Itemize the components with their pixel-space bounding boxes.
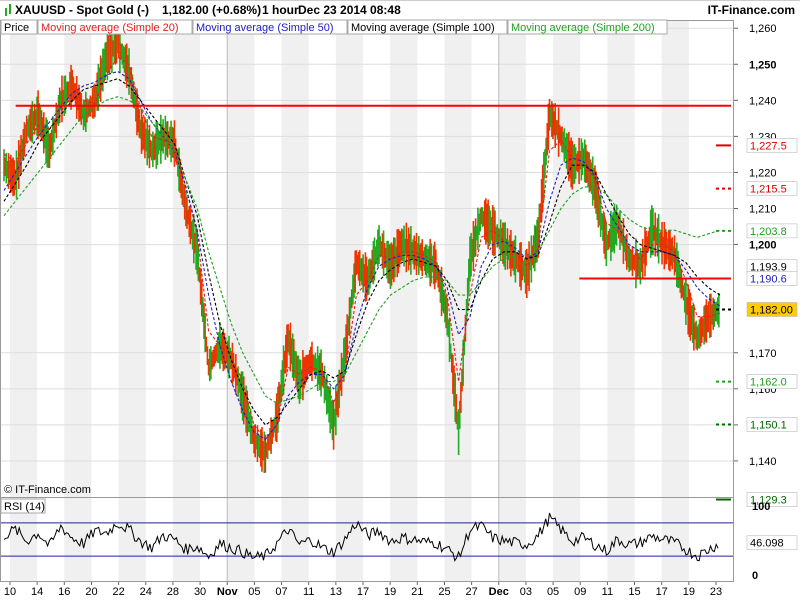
legend-item[interactable] [347,19,508,35]
price-label-box [746,138,798,153]
x-tick-label: 16 [58,586,70,598]
rsi-line [3,512,719,562]
rsi-label: RSI (14) [4,501,45,513]
down-indicator-icon [9,4,11,14]
price-label: 1,203.8 [750,226,787,238]
brand[interactable]: IT-Finance.com [708,3,795,17]
x-tick-label: 27 [465,586,477,598]
x-tick-label: 11 [303,586,314,598]
legend-item[interactable] [37,19,193,35]
moving-average-line [3,78,721,426]
legend-item[interactable] [192,19,348,35]
y-tick-label: 1,240 [749,95,777,107]
x-tick-label: Nov [217,586,239,598]
y-tick-label: 1,170 [749,348,777,360]
rsi-tick-label: 0 [752,570,758,582]
x-tick-label: 10 [4,586,16,598]
y-tick-label: 1,250 [749,59,777,71]
price-label-box [746,181,798,196]
x-tick-label: 11 [602,586,613,598]
x-tick-label: 22 [112,586,124,598]
y-tick-label: 1,200 [749,240,777,252]
price-label-box [746,417,798,432]
price-label-box [746,492,798,507]
price-label: 1,190.6 [750,273,787,285]
x-tick-label: Dec [489,586,509,598]
x-tick-label: 15 [628,586,640,598]
price-label-box [746,302,798,317]
x-tick-label: 30 [194,586,206,598]
symbol-title: XAUUSD - Spot Gold (-) [15,3,149,17]
rsi-last-value: 46.098 [750,538,784,550]
x-tick-label: 03 [520,586,532,598]
legend-label: Moving average (Simple 200) [511,22,655,34]
x-tick-label: 17 [656,586,668,598]
x-tick-label: 19 [384,586,396,598]
y-tick-label: 1,140 [749,456,777,468]
rsi-tick-label: 100 [752,501,770,513]
x-tick-label: 19 [683,586,695,598]
x-tick-label: 17 [357,586,369,598]
price-label-box [746,271,798,286]
y-tick-label: 1,260 [749,23,777,35]
legend-label: Moving average (Simple 50) [196,22,334,34]
timeframe: 1 hour [262,3,299,17]
price-label: 1,182.00 [750,304,793,316]
price-label: 1,227.5 [750,140,787,152]
legend-label: Moving average (Simple 20) [41,22,179,34]
up-indicator-icon [5,8,7,16]
legend-label: Moving average (Simple 100) [351,22,495,34]
legend-label: Price [4,22,29,34]
legend-item[interactable] [0,19,38,35]
x-tick-label: 25 [438,586,450,598]
x-tick-label: 05 [547,586,559,598]
y-tick-label: 1,220 [749,167,777,179]
price-label: 1,193.9 [750,262,787,274]
x-tick-label: 07 [275,586,287,598]
x-tick-label: 20 [85,586,97,598]
x-tick-label: 14 [31,586,43,598]
copyright: © IT-Finance.com [4,484,91,496]
y-tick-label: 1,210 [749,204,777,216]
moving-average-line [3,56,721,441]
legend-item[interactable] [507,19,668,35]
x-tick-label: 21 [411,586,423,598]
x-tick-label: 28 [167,586,179,598]
price-label: 1,215.5 [750,184,787,196]
price-label: 1,129.3 [750,495,787,507]
price-label-box [746,374,798,389]
x-tick-label: 24 [140,586,152,598]
price-label: 1,162.0 [750,377,787,389]
moving-average-line [3,96,721,404]
x-tick-label: 05 [248,586,260,598]
price-label: 1,150.1 [750,420,787,432]
moving-average-line [3,70,721,441]
datetime: Dec 23 2014 08:48 [298,3,401,17]
x-tick-label: 13 [330,586,342,598]
x-tick-label: 23 [710,586,722,598]
price-change: 1,182.00 (+0.68%) [162,3,261,17]
x-tick-label: 09 [574,586,586,598]
price-label-box [746,223,798,239]
